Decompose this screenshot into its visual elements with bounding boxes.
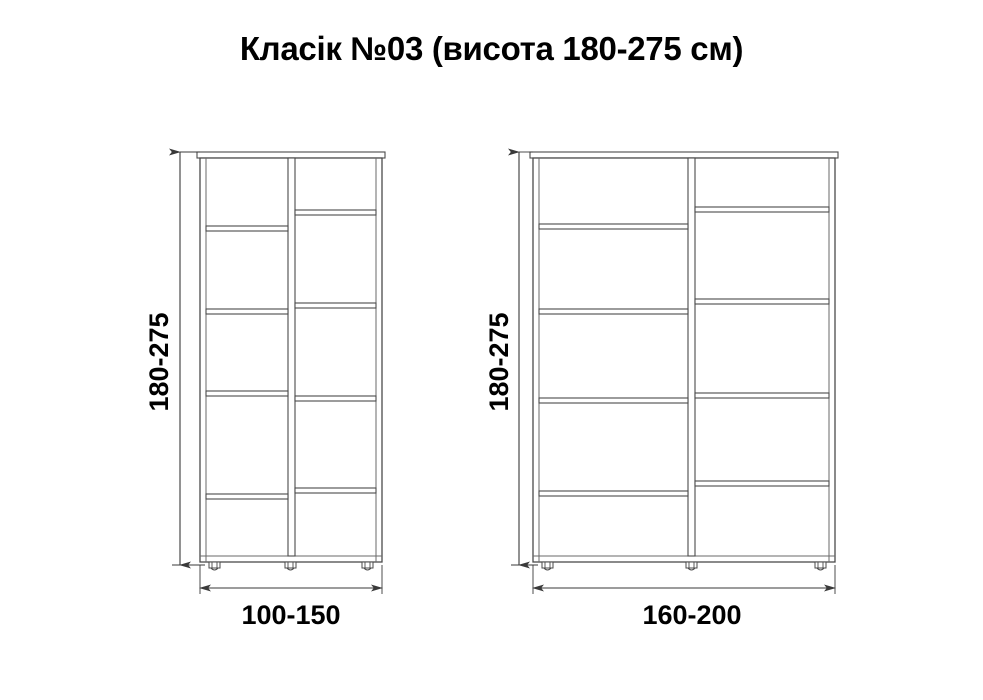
shelf	[538, 223, 689, 230]
cabinet-right-vertical-divider	[687, 157, 696, 557]
shelf	[205, 493, 289, 500]
page-title: Класік №03 (висота 180-275 см)	[239, 30, 744, 67]
cabinet-right-height-label: 180-275	[484, 312, 514, 411]
cabinet-foot	[541, 561, 554, 571]
cabinet-left-width-dimension	[199, 565, 383, 594]
cabinet-left: 180-275 100-150	[144, 148, 386, 630]
cabinet-left-col1-shelves	[205, 225, 289, 500]
shelf	[205, 390, 289, 397]
cabinet-left-feet	[208, 561, 374, 571]
cabinet-foot	[361, 561, 374, 571]
shelf	[294, 395, 377, 402]
shelf	[294, 487, 377, 494]
cabinet-left-height-label: 180-275	[144, 312, 174, 411]
cabinet-foot	[208, 561, 221, 571]
shelf	[538, 490, 689, 497]
cabinet-foot	[814, 561, 827, 571]
shelf	[694, 392, 830, 399]
cabinet-right-width-dimension	[532, 565, 836, 594]
cabinet-left-width-label: 100-150	[241, 600, 340, 630]
shelf	[694, 480, 830, 487]
shelf	[694, 298, 830, 305]
shelf	[205, 225, 289, 232]
cabinet-right-carcass	[532, 157, 836, 563]
cabinet-right: 180-275 160-200	[484, 148, 839, 630]
shelf	[294, 209, 377, 216]
cabinet-left-vertical-divider	[287, 157, 296, 557]
cabinet-foot	[685, 561, 698, 571]
shelf	[538, 308, 689, 315]
cabinet-right-col2-shelves	[694, 206, 830, 487]
shelf	[538, 397, 689, 404]
cabinet-left-height-dimension	[169, 148, 205, 569]
shelf	[205, 308, 289, 315]
cabinet-foot	[284, 561, 297, 571]
cabinet-left-top-panel	[196, 151, 386, 159]
shelf	[694, 206, 830, 213]
cabinet-right-top-panel	[529, 151, 839, 159]
cabinet-right-width-label: 160-200	[642, 600, 741, 630]
cabinet-right-col1-shelves	[538, 223, 689, 497]
cabinet-right-height-dimension	[508, 148, 538, 569]
cabinet-left-col2-shelves	[294, 209, 377, 494]
cabinet-right-feet	[541, 561, 827, 571]
shelf	[294, 302, 377, 309]
